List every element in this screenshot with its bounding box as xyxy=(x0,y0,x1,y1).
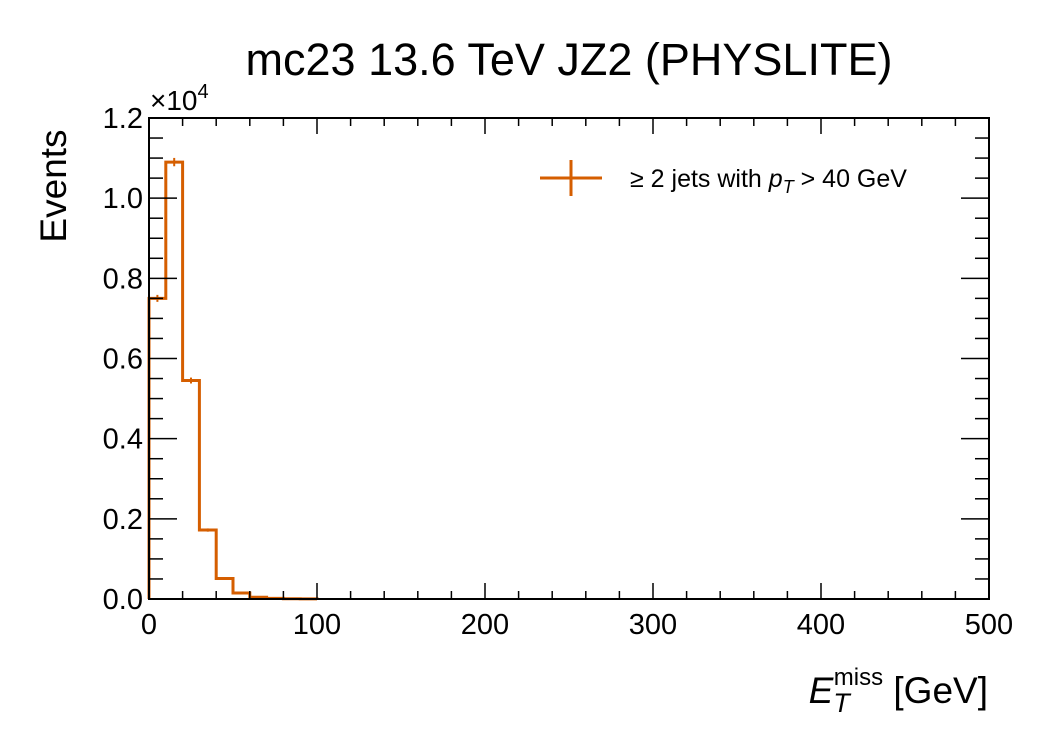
y-multiplier: ×104 xyxy=(150,81,209,116)
y-tick-label: 0.0 xyxy=(103,584,143,616)
legend: ≥ 2 jets with pT > 40 GeV xyxy=(540,160,907,197)
y-multiplier-base: ×10 xyxy=(150,85,198,116)
plot-frame xyxy=(148,117,990,600)
y-tick-label: 0.6 xyxy=(103,344,143,376)
x-label-main: E xyxy=(809,670,835,711)
y-tick-label: 0.4 xyxy=(103,424,143,456)
legend-label-sub: T xyxy=(783,177,796,197)
tick-labels: 0 100 200 300 400 500 0.0 0.2 0.4 0.6 0.8 1.0 1.2 xyxy=(103,103,1014,641)
y-tick-label: 0.2 xyxy=(103,504,143,536)
x-tick-label: 400 xyxy=(797,609,845,641)
chart-title: mc23 13.6 TeV JZ2 (PHYSLITE) xyxy=(246,34,893,85)
x-axis-label: ETmiss [GeV] xyxy=(809,664,988,718)
x-label-unit: [GeV] xyxy=(883,670,988,711)
x-tick-label: 100 xyxy=(293,609,341,641)
y-axis-label: Events xyxy=(33,129,74,242)
svg-text:ETmiss [GeV]: ETmiss [GeV] xyxy=(809,664,988,718)
histogram-step-line xyxy=(147,160,319,601)
x-label-sub: T xyxy=(833,688,852,718)
y-tick-label: 1.2 xyxy=(103,103,143,135)
x-tick-label: 0 xyxy=(141,609,157,641)
legend-label-p: p xyxy=(768,165,783,193)
svg-text:≥ 2 jets with pT > 40 GeV: ≥ 2 jets with pT > 40 GeV xyxy=(630,165,907,197)
legend-label-pre: ≥ 2 jets with xyxy=(630,165,769,193)
legend-label-post: > 40 GeV xyxy=(794,165,908,193)
x-tick-label: 200 xyxy=(461,609,509,641)
y-tick-label: 1.0 xyxy=(103,183,143,215)
x-label-sup: miss xyxy=(834,664,883,691)
y-multiplier-exp: 4 xyxy=(198,81,209,103)
x-tick-label: 300 xyxy=(629,609,677,641)
y-tick-label: 0.8 xyxy=(103,263,143,295)
x-tick-label: 500 xyxy=(965,609,1013,641)
data-layer xyxy=(147,157,319,601)
svg-text:×104: ×104 xyxy=(150,81,209,116)
